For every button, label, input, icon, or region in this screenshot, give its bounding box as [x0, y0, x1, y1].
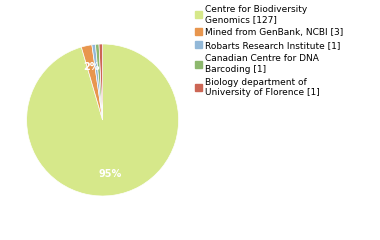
Text: 95%: 95% — [99, 169, 122, 179]
Legend: Centre for Biodiversity
Genomics [127], Mined from GenBank, NCBI [3], Robarts Re: Centre for Biodiversity Genomics [127], … — [195, 5, 344, 97]
Wedge shape — [99, 44, 103, 120]
Wedge shape — [27, 44, 179, 196]
Wedge shape — [95, 44, 103, 120]
Text: 2%: 2% — [83, 61, 99, 72]
Wedge shape — [81, 45, 103, 120]
Wedge shape — [92, 44, 103, 120]
